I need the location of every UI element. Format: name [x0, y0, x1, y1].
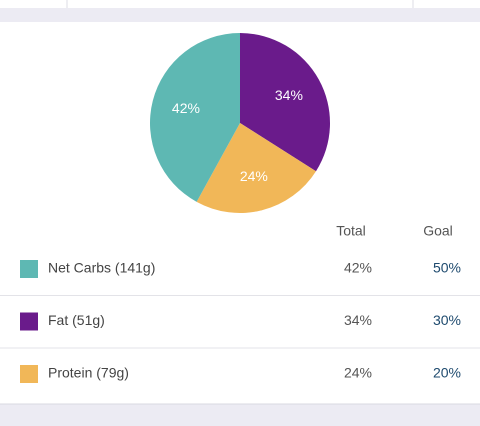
total-value: 24%: [344, 365, 372, 381]
slice-label: 24%: [240, 168, 268, 184]
goal-value: 30%: [433, 312, 461, 328]
pie-slice: [150, 33, 240, 202]
pie-chart: 34% 24% 42%: [150, 33, 330, 213]
pie-slice: [196, 123, 316, 213]
goal-value: 20%: [433, 365, 461, 381]
goal-value: 50%: [433, 260, 461, 276]
column-header: Total: [336, 223, 366, 239]
legend-swatch: [20, 312, 38, 331]
top-card: [0, 0, 480, 8]
row-label: Net Carbs (141g): [48, 260, 155, 276]
legend-swatch: [20, 365, 38, 383]
row-label: Fat (51g): [48, 312, 105, 328]
row-label: Protein (79g): [48, 365, 129, 381]
total-value: 42%: [344, 260, 372, 276]
pie-slice: [240, 33, 330, 172]
macro-table: Total Goal Net Carbs (141g) 42% 50% Fat (51…: [0, 223, 480, 383]
total-value: 34%: [344, 312, 372, 328]
slice-label: 42%: [172, 100, 200, 116]
legend-swatch: [20, 260, 38, 278]
column-header: Goal: [423, 223, 453, 239]
slice-label: 34%: [275, 87, 303, 103]
